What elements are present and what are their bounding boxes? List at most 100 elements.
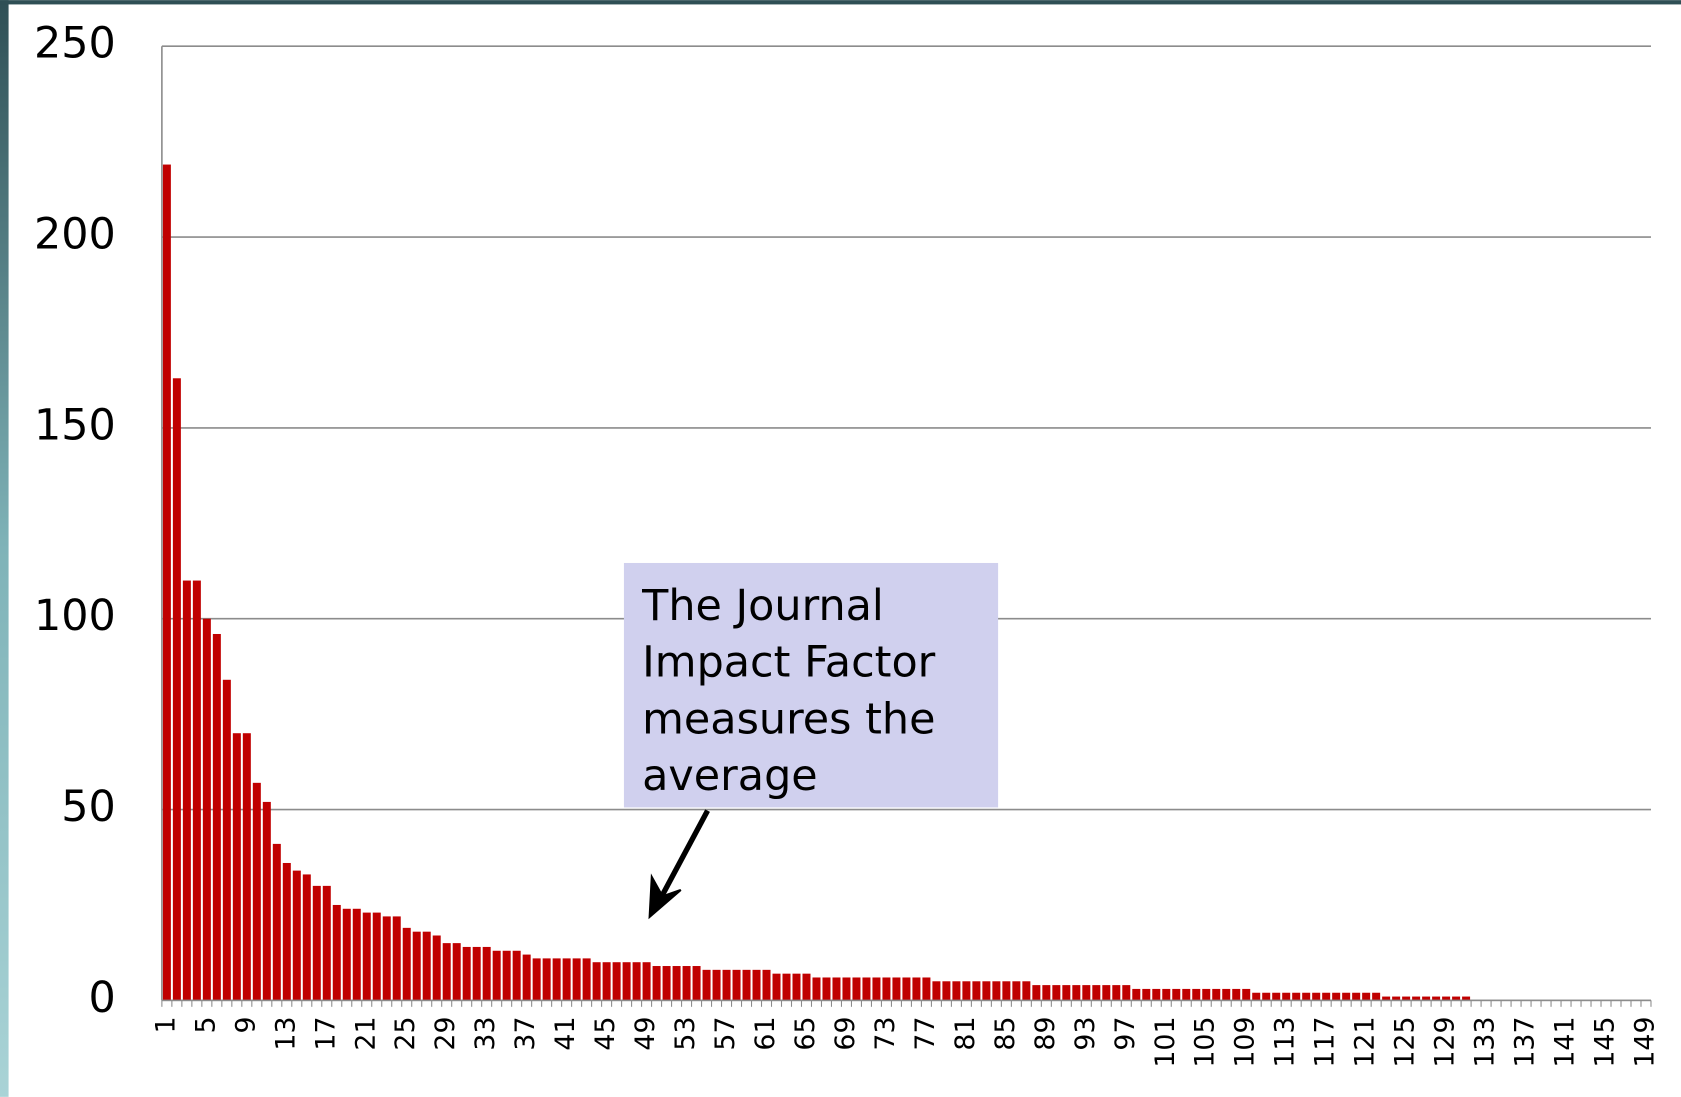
x-tick-label: 137 bbox=[1510, 1016, 1541, 1067]
bar bbox=[1212, 988, 1221, 1001]
bar bbox=[902, 977, 911, 1001]
bar bbox=[1122, 985, 1131, 1001]
bar bbox=[972, 981, 981, 1001]
x-tick-label: 33 bbox=[470, 1016, 501, 1050]
bar bbox=[222, 679, 231, 1001]
x-tick-label: 49 bbox=[630, 1016, 661, 1050]
bar bbox=[452, 943, 461, 1001]
bar bbox=[362, 912, 371, 1001]
bar bbox=[762, 969, 771, 1001]
bar bbox=[402, 927, 411, 1001]
bar bbox=[1012, 981, 1021, 1001]
y-tick-label: 0 bbox=[89, 973, 116, 1023]
x-tick-label: 113 bbox=[1270, 1016, 1301, 1067]
bar bbox=[302, 874, 311, 1001]
bar bbox=[1412, 996, 1421, 1001]
x-tick-label: 5 bbox=[190, 1016, 221, 1033]
bar bbox=[662, 966, 671, 1001]
bar bbox=[1442, 996, 1451, 1001]
bar bbox=[692, 966, 701, 1001]
bar bbox=[572, 958, 581, 1001]
bar bbox=[502, 950, 511, 1001]
x-tick-label: 25 bbox=[390, 1016, 421, 1050]
bar bbox=[1092, 985, 1101, 1001]
bar bbox=[292, 870, 301, 1001]
bar bbox=[242, 733, 251, 1001]
bar bbox=[582, 958, 591, 1001]
bar bbox=[392, 916, 401, 1001]
bar bbox=[682, 966, 691, 1001]
annotation-text: measures the bbox=[642, 694, 935, 744]
bar bbox=[1312, 992, 1321, 1001]
bar bbox=[372, 912, 381, 1001]
bar bbox=[252, 782, 261, 1001]
bar bbox=[1282, 992, 1291, 1001]
bar bbox=[782, 973, 791, 1001]
bar bbox=[1452, 996, 1461, 1001]
bar bbox=[1242, 988, 1251, 1001]
bar bbox=[962, 981, 971, 1001]
x-tick-label: 145 bbox=[1590, 1016, 1621, 1067]
bar bbox=[1222, 988, 1231, 1001]
bar bbox=[1202, 988, 1211, 1001]
bar bbox=[702, 969, 711, 1001]
bar bbox=[992, 981, 1001, 1001]
bar bbox=[1302, 992, 1311, 1001]
bar bbox=[1332, 992, 1341, 1001]
x-tick-label: 125 bbox=[1390, 1016, 1421, 1067]
bar bbox=[1382, 996, 1391, 1001]
x-tick-label: 105 bbox=[1190, 1016, 1221, 1067]
bar bbox=[1002, 981, 1011, 1001]
bar bbox=[822, 977, 831, 1001]
bar bbox=[1462, 996, 1471, 1001]
bar bbox=[412, 931, 421, 1001]
bar bbox=[1392, 996, 1401, 1001]
bar bbox=[952, 981, 961, 1001]
bar bbox=[652, 966, 661, 1001]
bar bbox=[672, 966, 681, 1001]
bar bbox=[1112, 985, 1121, 1001]
bar bbox=[1032, 985, 1041, 1001]
bar bbox=[382, 916, 391, 1001]
bar bbox=[1402, 996, 1411, 1001]
y-tick-label: 200 bbox=[34, 210, 116, 260]
annotation-box bbox=[623, 562, 999, 808]
bar bbox=[1192, 988, 1201, 1001]
y-tick-label: 250 bbox=[34, 19, 116, 69]
x-tick-label: 85 bbox=[990, 1016, 1021, 1050]
bar bbox=[862, 977, 871, 1001]
bar bbox=[442, 943, 451, 1001]
bar bbox=[892, 977, 901, 1001]
x-tick-label: 121 bbox=[1350, 1016, 1381, 1067]
bar bbox=[162, 164, 171, 1001]
x-tick-label: 53 bbox=[670, 1016, 701, 1050]
bar bbox=[802, 973, 811, 1001]
bar bbox=[272, 843, 281, 1001]
bar bbox=[792, 973, 801, 1001]
bar bbox=[1022, 981, 1031, 1001]
bar bbox=[1162, 988, 1171, 1001]
x-tick-label: 9 bbox=[230, 1016, 261, 1033]
x-tick-label: 21 bbox=[350, 1016, 381, 1050]
bar bbox=[742, 969, 751, 1001]
bar bbox=[1142, 988, 1151, 1001]
top-strip bbox=[0, 0, 1681, 5]
x-tick-label: 77 bbox=[910, 1016, 941, 1050]
bar bbox=[342, 908, 351, 1001]
bar bbox=[542, 958, 551, 1001]
bar bbox=[622, 962, 631, 1001]
bar bbox=[1422, 996, 1431, 1001]
x-tick-label: 133 bbox=[1470, 1016, 1501, 1067]
bar bbox=[1132, 988, 1141, 1001]
x-tick-label: 17 bbox=[310, 1016, 341, 1050]
bar bbox=[592, 962, 601, 1001]
bar bbox=[1252, 992, 1261, 1001]
x-tick-label: 117 bbox=[1310, 1016, 1341, 1067]
annotation-text: Impact Factor bbox=[642, 638, 936, 688]
bar bbox=[872, 977, 881, 1001]
bar bbox=[1152, 988, 1161, 1001]
bar bbox=[1232, 988, 1241, 1001]
bar bbox=[532, 958, 541, 1001]
x-tick-label: 109 bbox=[1230, 1016, 1261, 1067]
